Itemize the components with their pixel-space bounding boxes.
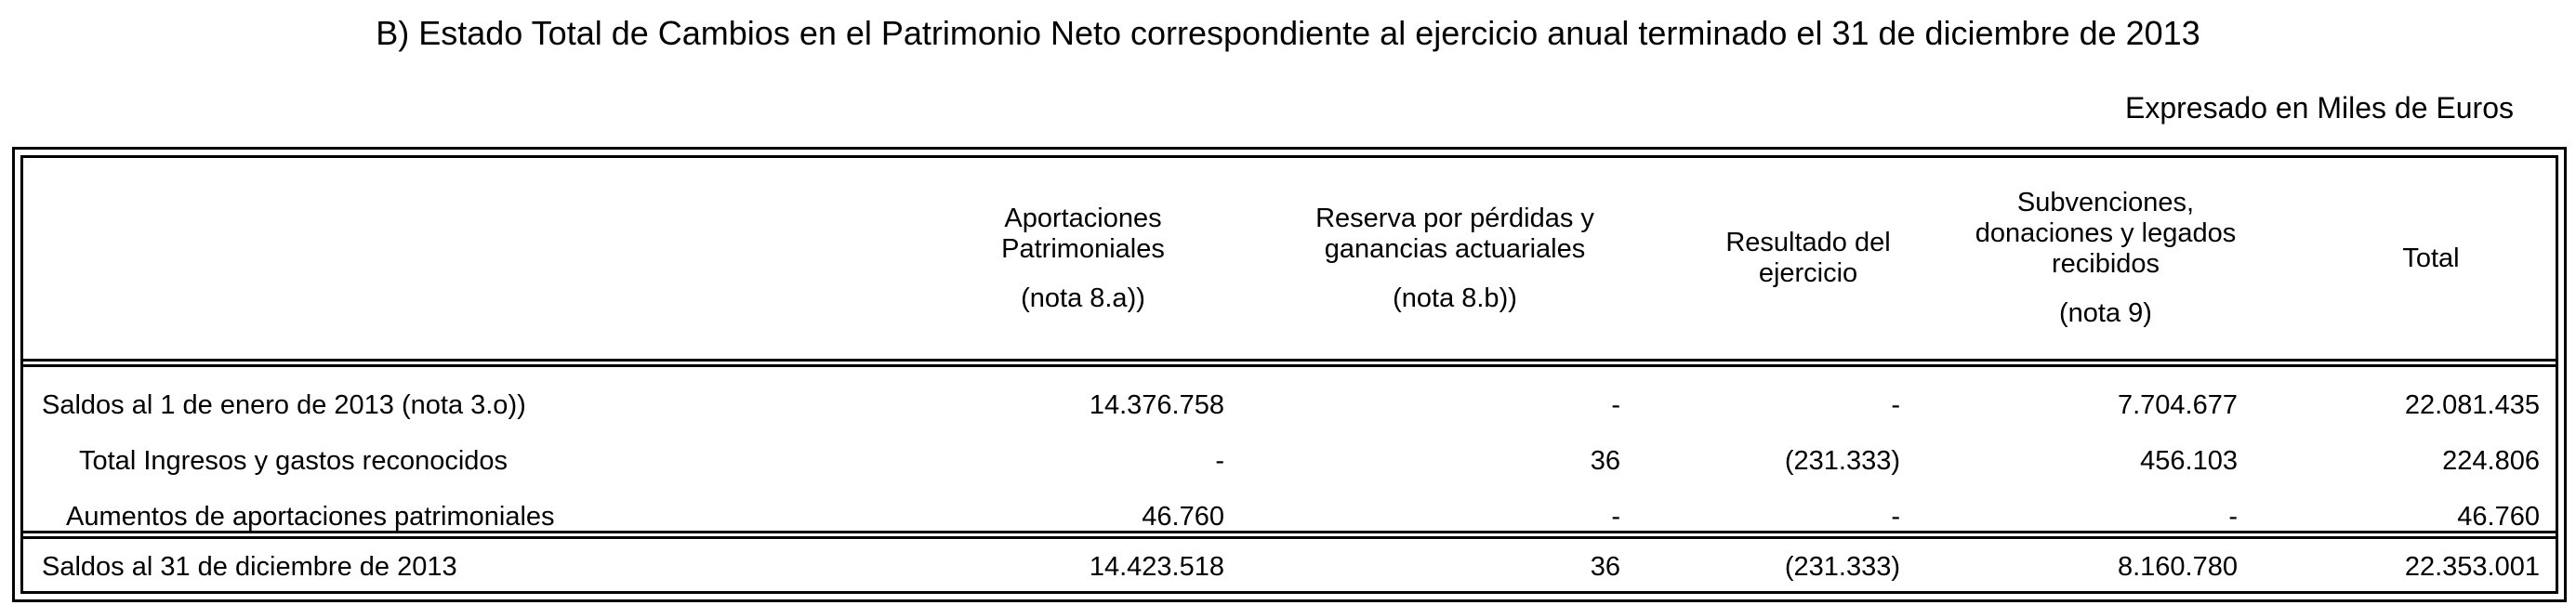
column-header-total: Total [2292, 158, 2570, 359]
column-header-text: ganancias actuariales [1324, 233, 1586, 264]
column-header-text: donaciones y legados [1975, 218, 2237, 248]
column-header-reserva: Reserva por pérdidas y ganancias actuari… [1250, 158, 1659, 359]
cell-reserva: 36 [1590, 446, 1620, 476]
column-header-text: ejercicio [1758, 258, 1858, 288]
cell-resultado: (231.333) [1784, 552, 1900, 582]
cell-total: 22.081.435 [2404, 390, 2540, 420]
cell-total: 46.760 [2457, 502, 2540, 532]
table-row: Total Ingresos y gastos reconocidos - 36… [23, 435, 2556, 487]
column-header-note: (nota 9) [2059, 298, 2152, 328]
cell-reserva: 36 [1590, 552, 1620, 582]
page-title: B) Estado Total de Cambios en el Patrimo… [376, 14, 2200, 52]
column-header-text: Reserva por pérdidas y [1315, 203, 1594, 233]
column-header-note: (nota 8.a)) [1021, 283, 1145, 313]
header-separator-top [23, 359, 2556, 362]
row-label: Saldos al 31 de diciembre de 2013 [42, 552, 457, 582]
table-inner-frame: Aportaciones Patrimoniales (nota 8.a)) R… [20, 155, 2558, 594]
equity-changes-table: Aportaciones Patrimoniales (nota 8.a)) R… [12, 147, 2567, 602]
cell-total: 22.353.001 [2404, 552, 2540, 582]
cell-resultado: - [1891, 502, 1900, 532]
cell-aportaciones: - [1215, 446, 1224, 476]
column-header-text: Subvenciones, [2016, 188, 2195, 217]
column-header-text: recibidos [2051, 249, 2160, 279]
column-header-text: Total [2402, 243, 2460, 273]
cell-resultado: - [1891, 390, 1900, 420]
cell-subvenciones: 456.103 [2140, 446, 2238, 476]
cell-total: 224.806 [2442, 446, 2540, 476]
cell-resultado: (231.333) [1784, 446, 1900, 476]
row-label: Saldos al 1 de enero de 2013 (nota 3.o)) [42, 390, 526, 420]
cell-reserva: - [1611, 390, 1620, 420]
column-header-text: Patrimoniales [1001, 233, 1165, 264]
column-header-subvenciones: Subvenciones, donaciones y legados recib… [1938, 158, 2273, 359]
total-separator-bottom [23, 536, 2556, 539]
cell-aportaciones: 46.760 [1142, 502, 1224, 532]
cell-aportaciones: 14.376.758 [1089, 390, 1224, 420]
table-row: Saldos al 1 de enero de 2013 (nota 3.o))… [23, 379, 2556, 431]
column-header-note: (nota 8.b)) [1393, 283, 1517, 313]
cell-subvenciones: - [2228, 502, 2238, 532]
column-header-aportaciones: Aportaciones Patrimoniales (nota 8.a)) [916, 158, 1250, 359]
total-row: Saldos al 31 de diciembre de 2013 14.423… [23, 541, 2556, 593]
column-header-text: Resultado del [1725, 228, 1891, 257]
row-label: Total Ingresos y gastos reconocidos [79, 446, 509, 476]
row-label: Aumentos de aportaciones patrimoniales [66, 502, 555, 532]
table-row: Aumentos de aportaciones patrimoniales 4… [23, 491, 2556, 543]
units-label: Expresado en Miles de Euros [2125, 91, 2514, 125]
column-header-resultado: Resultado del ejercicio [1659, 158, 1957, 359]
header-separator-bottom [23, 364, 2556, 367]
column-header-text: Aportaciones [1004, 203, 1162, 233]
cell-subvenciones: 7.704.677 [2117, 390, 2238, 420]
total-separator-top [23, 531, 2556, 533]
cell-reserva: - [1611, 502, 1620, 532]
cell-aportaciones: 14.423.518 [1089, 552, 1224, 582]
cell-subvenciones: 8.160.780 [2117, 552, 2238, 582]
